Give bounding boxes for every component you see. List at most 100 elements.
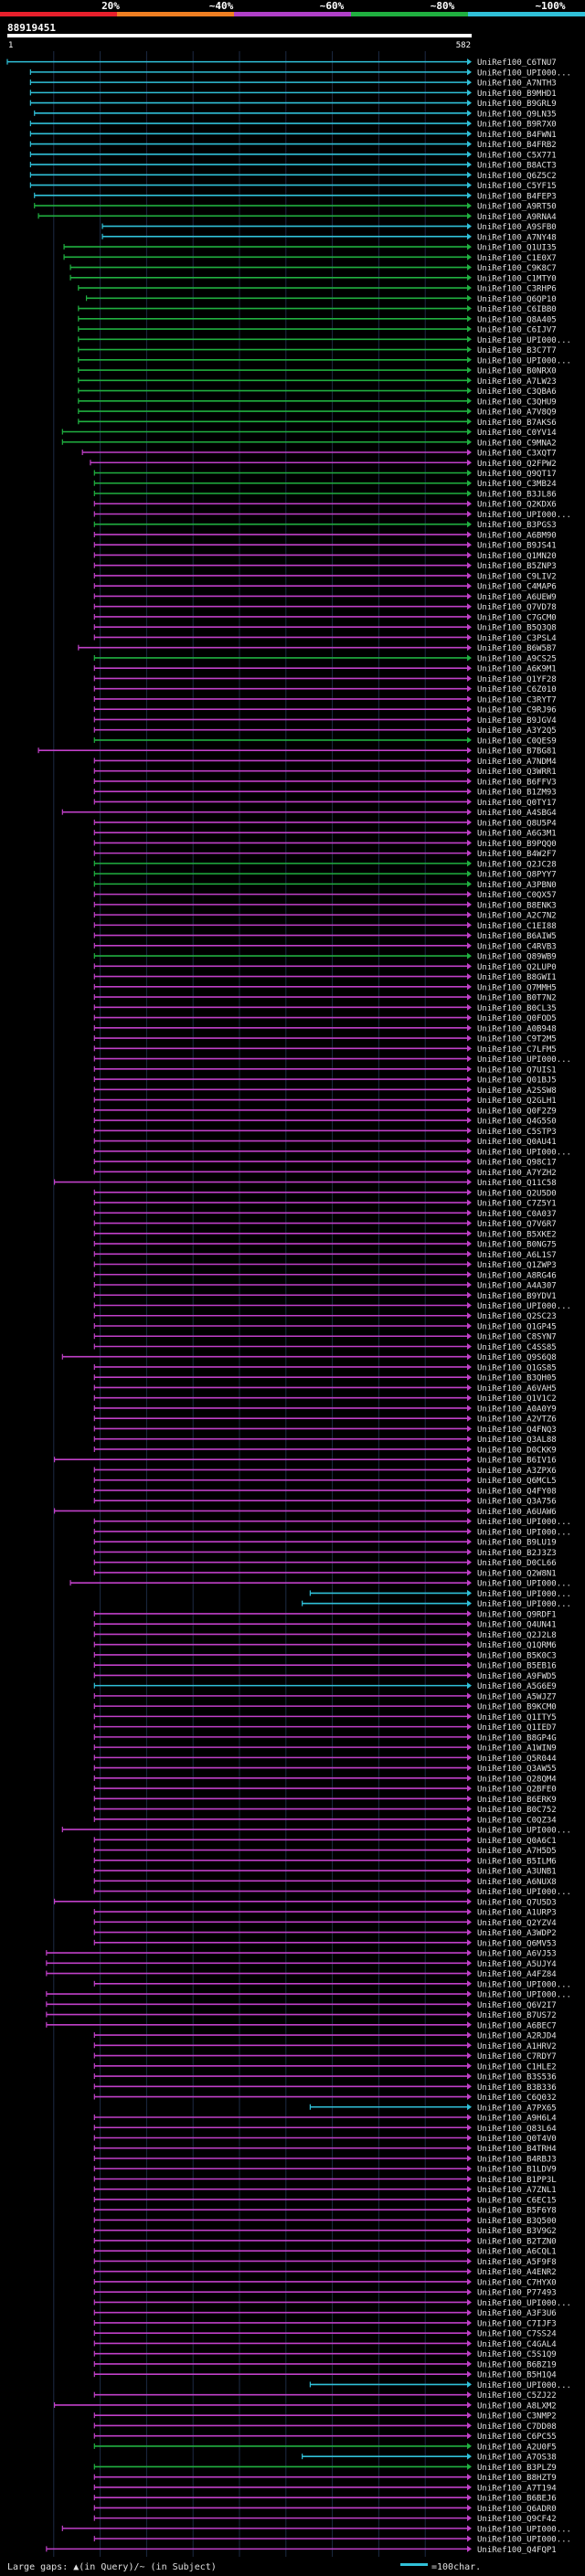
hit-label[interactable]: UniRef100_Q9RDF1 [477, 1610, 557, 1619]
hit-label[interactable]: UniRef100_C5YF15 [477, 182, 557, 191]
hit-row[interactable]: UniRef100_Q4FQP1 [46, 2545, 557, 2555]
hit-label[interactable]: UniRef100_Q11C58 [477, 1179, 557, 1188]
hit-label[interactable]: UniRef100_Q2SC23 [477, 1312, 557, 1321]
hit-row[interactable]: UniRef100_Q2U5D0 [93, 1189, 557, 1198]
hit-label[interactable]: UniRef100_Q2U5D0 [477, 1189, 557, 1198]
hit-label[interactable]: UniRef100_A7H5D5 [477, 1847, 557, 1856]
hit-label[interactable]: UniRef100_A6G3M1 [477, 830, 557, 839]
hit-row[interactable]: UniRef100_A1URP3 [93, 1908, 557, 1918]
hit-row[interactable]: UniRef100_Q11C58 [53, 1179, 557, 1188]
hit-label[interactable]: UniRef100_B9LU19 [477, 1539, 557, 1548]
hit-label[interactable]: UniRef100_C1MTY0 [477, 274, 557, 283]
hit-row[interactable]: UniRef100_A9H6L4 [93, 2114, 557, 2124]
hit-label[interactable]: UniRef100_Q6MV53 [477, 1939, 557, 1948]
hit-row[interactable]: UniRef100_B4TRH4 [93, 2145, 557, 2154]
hit-row[interactable]: UniRef100_B9KCM0 [93, 1702, 557, 1712]
hit-row[interactable]: UniRef100_A1HRV2 [93, 2041, 557, 2051]
hit-row[interactable]: UniRef100_A8RG46 [93, 1271, 557, 1280]
hit-label[interactable]: UniRef100_C0YV14 [477, 429, 557, 438]
hit-label[interactable]: UniRef100_A3UNB1 [477, 1868, 557, 1877]
hit-label[interactable]: UniRef100_A7YZH2 [477, 1169, 557, 1178]
hit-label[interactable]: UniRef100_B8HZT9 [477, 2474, 557, 2483]
hit-row[interactable]: UniRef100_C7Z5Y1 [93, 1199, 557, 1209]
hit-row[interactable]: UniRef100_C3QHU9 [78, 398, 557, 407]
hit-row[interactable]: UniRef100_B4FEP3 [34, 192, 557, 201]
hit-row[interactable]: UniRef100_A7H5D5 [93, 1847, 557, 1856]
hit-label[interactable]: UniRef100_C7GCM0 [477, 613, 557, 622]
hit-label[interactable]: UniRef100_B4TRH4 [477, 2145, 557, 2154]
hit-label[interactable]: UniRef100_B0C752 [477, 1806, 557, 1815]
hit-label[interactable]: UniRef100_A1URP3 [477, 1909, 557, 1918]
hit-row[interactable]: UniRef100_C3PSL4 [93, 633, 557, 643]
hit-label[interactable]: UniRef100_Q0TY17 [477, 799, 557, 808]
hit-row[interactable]: UniRef100_C0QES9 [93, 737, 557, 746]
hit-label[interactable]: UniRef100_UPI000... [477, 2381, 571, 2390]
hit-label[interactable]: UniRef100_A8LXM2 [477, 2401, 557, 2411]
hit-label[interactable]: UniRef100_A2C7N2 [477, 912, 557, 921]
hit-label[interactable]: UniRef100_A6BEC7 [477, 2021, 557, 2030]
hit-row[interactable]: UniRef100_B3PLZ9 [93, 2463, 557, 2473]
hit-row[interactable]: UniRef100_Q6Z5C2 [29, 171, 557, 181]
hit-row[interactable]: UniRef100_D0CKK9 [93, 1446, 557, 1455]
hit-label[interactable]: UniRef100_A8RG46 [477, 1271, 557, 1280]
hit-row[interactable]: UniRef100_B9R7X0 [29, 120, 557, 130]
hit-label[interactable]: UniRef100_UPI000... [477, 1528, 571, 1537]
hit-label[interactable]: UniRef100_C7IJF3 [477, 2319, 557, 2328]
hit-row[interactable]: UniRef100_A7YZH2 [93, 1168, 557, 1178]
hit-label[interactable]: UniRef100_A5G6E9 [477, 1682, 557, 1691]
hit-row[interactable]: UniRef100_P77493 [93, 2288, 557, 2298]
hit-row[interactable]: UniRef100_B6FFV3 [93, 778, 557, 787]
hit-label[interactable]: UniRef100_C3RHP6 [477, 285, 557, 294]
hit-row[interactable]: UniRef100_Q0FOD5 [93, 1014, 557, 1023]
hit-label[interactable]: UniRef100_Q2BFE0 [477, 1786, 557, 1795]
hit-label[interactable]: UniRef100_Q1UI35 [477, 244, 557, 253]
hit-label[interactable]: UniRef100_UPI000... [477, 1580, 571, 1589]
hit-label[interactable]: UniRef100_A6L1S7 [477, 1251, 557, 1260]
hit-label[interactable]: UniRef100_B9GRL9 [477, 100, 557, 109]
hit-row[interactable]: UniRef100_C3RHP6 [78, 284, 557, 294]
hit-row[interactable]: UniRef100_B9LU19 [93, 1538, 557, 1548]
hit-row[interactable]: UniRef100_A2U0F5 [93, 2443, 557, 2452]
hit-row[interactable]: UniRef100_B0CL35 [93, 1003, 557, 1013]
hit-label[interactable]: UniRef100_A0A0Y9 [477, 1405, 557, 1414]
hit-row[interactable]: UniRef100_C9LIV2 [93, 572, 557, 581]
hit-row[interactable]: UniRef100_C0YV14 [61, 429, 557, 438]
hit-row[interactable]: UniRef100_B8GP4G [93, 1733, 557, 1743]
hit-label[interactable]: UniRef100_B6BEJ6 [477, 2495, 557, 2504]
hit-label[interactable]: UniRef100_C3PSL4 [477, 634, 557, 643]
hit-label[interactable]: UniRef100_A4A307 [477, 1282, 557, 1291]
hit-label[interactable]: UniRef100_A6BM90 [477, 531, 557, 540]
hit-row[interactable]: UniRef100_C7LFM5 [93, 1044, 557, 1055]
hit-row[interactable]: UniRef100_Q01BJ5 [93, 1076, 557, 1086]
hit-row[interactable]: UniRef100_C3MB24 [93, 480, 557, 489]
hit-label[interactable]: UniRef100_Q9CF42 [477, 2515, 557, 2524]
hit-row[interactable]: UniRef100_UPI000... [302, 1600, 571, 1609]
hit-row[interactable]: UniRef100_Q6V2I7 [46, 2000, 557, 2010]
hit-label[interactable]: UniRef100_B9KCM0 [477, 1703, 557, 1712]
hit-row[interactable]: UniRef100_Q4FNQ3 [93, 1425, 557, 1435]
hit-row[interactable]: UniRef100_C4SS85 [93, 1342, 557, 1352]
hit-row[interactable]: UniRef100_UPI000... [93, 1980, 571, 1989]
hit-row[interactable]: UniRef100_C4GAL4 [93, 2339, 557, 2349]
hit-row[interactable]: UniRef100_B9JS41 [93, 541, 557, 551]
hit-row[interactable]: UniRef100_A7LW23 [78, 376, 557, 387]
hit-row[interactable]: UniRef100_Q4G5S0 [93, 1117, 557, 1127]
hit-row[interactable]: UniRef100_A6UEW9 [93, 592, 557, 602]
hit-label[interactable]: UniRef100_Q3AL88 [477, 1436, 557, 1445]
hit-row[interactable]: UniRef100_UPI000... [93, 1518, 571, 1527]
hit-row[interactable]: UniRef100_B7US72 [46, 2011, 557, 2020]
hit-label[interactable]: UniRef100_C9LIV2 [477, 572, 557, 581]
hit-row[interactable]: UniRef100_UPI000... [93, 510, 571, 520]
hit-label[interactable]: UniRef100_B3B336 [477, 2083, 557, 2093]
hit-row[interactable]: UniRef100_B8GWI1 [93, 973, 557, 982]
hit-label[interactable]: UniRef100_B8ENK3 [477, 901, 557, 910]
hit-row[interactable]: UniRef100_B5XKE2 [93, 1230, 557, 1239]
hit-row[interactable]: UniRef100_B2TZN0 [93, 2237, 557, 2246]
hit-row[interactable]: UniRef100_A7NTH3 [29, 79, 557, 89]
hit-row[interactable]: UniRef100_A3ZPX6 [93, 1466, 557, 1476]
hit-label[interactable]: UniRef100_Q9QT17 [477, 470, 557, 479]
hit-row[interactable]: UniRef100_Q0AU41 [93, 1138, 557, 1147]
hit-label[interactable]: UniRef100_C0A037 [477, 1210, 557, 1219]
hit-label[interactable]: UniRef100_C3QBA6 [477, 387, 557, 397]
hit-row[interactable]: UniRef100_C7RDY7 [93, 2052, 557, 2062]
